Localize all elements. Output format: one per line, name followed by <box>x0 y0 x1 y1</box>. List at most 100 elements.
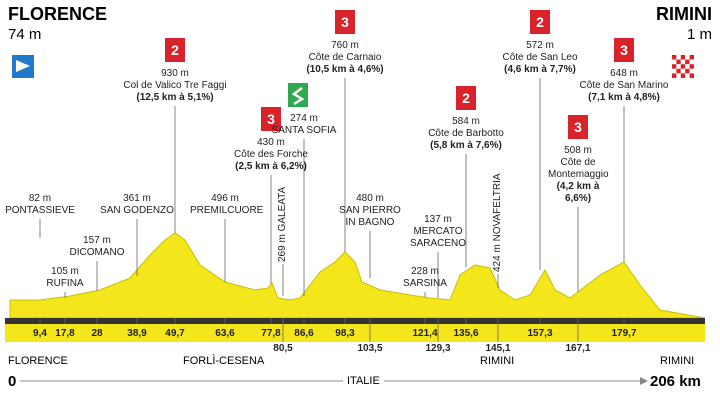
label-block: 137 m MERCATO SARACENO <box>403 214 473 250</box>
label-block: 430 m Côte des Forche (2,5 km à 6,2%) <box>221 137 321 173</box>
checker-cell <box>689 59 694 65</box>
distance-start: 0 <box>8 373 17 390</box>
place-name: DICOMANO <box>69 247 125 258</box>
label-block: 105 m RUFINA <box>40 266 90 290</box>
label-block: 648 m Côte de San Marino (7,1 km à 4,8%) <box>574 68 674 104</box>
km-label: 86,6 <box>294 328 314 339</box>
checker-cell <box>680 73 686 78</box>
checker-cell <box>676 64 681 69</box>
climb-detail: (12,5 km à 5,1%) <box>136 92 214 103</box>
label-block: 82 m PONTASSIEVE <box>0 193 80 217</box>
region-label: RIMINI <box>480 355 515 367</box>
place-name: PREMILCUORE <box>190 205 264 216</box>
checker-cell <box>689 55 694 60</box>
altitude: 361 m <box>123 193 151 204</box>
sprint-icon <box>288 83 308 107</box>
km-label: 103,5 <box>357 343 383 354</box>
checker-cell <box>672 59 677 65</box>
climb-category: 3 <box>261 107 281 131</box>
km-label: 9,4 <box>33 328 47 339</box>
label-block: 157 m DICOMANO <box>67 235 127 259</box>
base-strip <box>5 318 705 324</box>
altitude: 430 m <box>257 137 285 148</box>
altitude: 424 m <box>492 244 503 272</box>
altitude: 274 m <box>290 113 318 124</box>
altitude: 760 m <box>331 40 359 51</box>
region-label: FLORENCE <box>8 355 68 367</box>
altitude: 137 m <box>424 214 452 225</box>
place-name: SAN GODENZO <box>100 205 174 216</box>
place-name: Côte des Forche <box>234 149 308 160</box>
checker-cell <box>689 73 694 78</box>
altitude: 480 m <box>356 193 384 204</box>
label-block: 228 m SARSINA <box>400 266 450 290</box>
altitude: 228 m <box>411 266 439 277</box>
checker-cell <box>676 68 681 74</box>
km-label: 167,1 <box>565 343 591 354</box>
altitude: 508 m <box>564 145 592 156</box>
checker-cell <box>685 55 690 60</box>
finish-flag <box>672 55 694 78</box>
climb-detail: (5,8 km à 7,6%) <box>430 140 502 151</box>
km-label: 28 <box>91 328 103 339</box>
place-name: Côte de Barbotto <box>428 128 504 139</box>
start-name: FLORENCE <box>8 4 107 24</box>
km-label: 38,9 <box>127 328 147 339</box>
place-name: SARSINA <box>403 278 447 289</box>
place-name: Côte de San Marino <box>579 80 669 91</box>
label-block: 508 m Côte de Montemaggio (4,2 km à 6,6%) <box>548 145 609 205</box>
km-label: 121,4 <box>412 328 438 339</box>
km-label: 17,8 <box>55 328 75 339</box>
place-name: PONTASSIEVE <box>5 205 75 216</box>
label-block: 480 m SAN PIERRO IN BAGNO <box>335 193 405 229</box>
km-label: 77,8 <box>261 328 281 339</box>
country: ITALIE <box>343 375 384 387</box>
climb-category: 2 <box>530 10 550 34</box>
label-block: 274 m SANTA SOFIA <box>264 113 344 137</box>
km-label: 80,5 <box>273 343 293 354</box>
place-name: SAN PIERRO IN BAGNO <box>339 205 401 228</box>
checker-cell <box>672 68 677 74</box>
place-name: MERCATO SARACENO <box>409 226 467 249</box>
altitude: 105 m <box>51 266 79 277</box>
altitude: 572 m <box>526 40 554 51</box>
checker-cell <box>680 59 686 65</box>
climb-category: 3 <box>568 115 588 139</box>
label-block: 361 m SAN GODENZO <box>97 193 177 217</box>
checker-cell <box>676 73 681 78</box>
climb-detail: (4,2 km à 6,6%) <box>556 181 600 204</box>
altitude: 269 m <box>277 234 288 262</box>
place-name: Côte de San Leo <box>502 52 578 63</box>
checker-cell <box>680 64 686 69</box>
start-flag-arrow <box>16 60 30 72</box>
checker-cell <box>685 68 690 74</box>
km-strip <box>5 324 705 342</box>
km-label: 129,3 <box>425 343 451 354</box>
finish-altitude: 1 m <box>686 26 712 43</box>
checker-cell <box>689 64 694 69</box>
place-name: Côte de Carnaio <box>308 52 382 63</box>
sprint-icon-mark <box>291 87 305 106</box>
place-name: NOVAFELTRIA <box>492 173 503 242</box>
checker-cell <box>680 55 686 60</box>
place-name: Col de Valico Tre Faggi <box>123 80 227 91</box>
checker-cell <box>672 64 677 69</box>
km-label: 145,1 <box>485 343 511 354</box>
place-name: RUFINA <box>46 278 84 289</box>
altitude: 157 m <box>83 235 111 246</box>
checker-cell <box>672 73 677 78</box>
region-label: RIMINI <box>660 355 695 367</box>
checker-cell <box>685 59 690 65</box>
region-label: FORLÌ-CESENA <box>183 355 265 367</box>
vertical-label: 424 m NOVAFELTRIA <box>492 173 503 272</box>
vertical-label: 269 m GALEATA <box>277 187 288 262</box>
km-label: 63,6 <box>215 328 235 339</box>
climb-category: 2 <box>456 86 476 110</box>
label-block: 930 m Col de Valico Tre Faggi (12,5 km à 5… <box>120 68 230 104</box>
climb-category: 3 <box>614 38 634 62</box>
km-label: 135,6 <box>453 328 479 339</box>
climb-category: 2 <box>165 38 185 62</box>
elevation-area <box>9 232 706 319</box>
